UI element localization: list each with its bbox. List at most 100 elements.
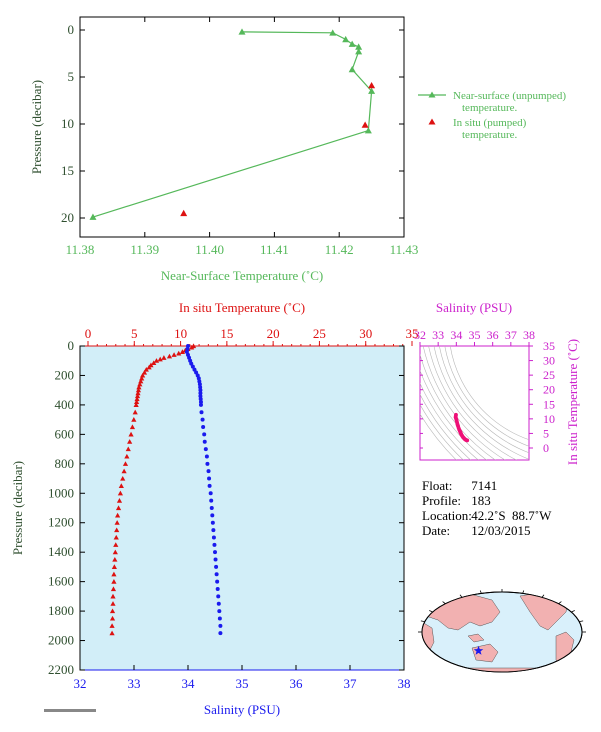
float-value: 7141 — [471, 478, 498, 493]
profile-salinity-tick-label: 32 — [74, 676, 87, 691]
salinity-point — [198, 391, 203, 396]
salinity-point — [203, 447, 208, 452]
map-south-america — [555, 631, 575, 669]
float-position-star-icon — [473, 645, 484, 655]
temperature-point — [157, 356, 163, 362]
temperature-point — [132, 409, 138, 415]
ts-temperature-tick-label: 25 — [543, 368, 555, 382]
salinity-point — [214, 564, 219, 569]
temperature-point — [146, 364, 152, 370]
temperature-point — [111, 564, 117, 569]
salinity-point — [215, 579, 220, 584]
profile-chart: 0 5 10 15 20 25 30 35 32 33 34 35 36 37 38 0 200 400 600… — [10, 300, 419, 717]
float-info-panel: Float: 7141 Profile: 183 Location: 42.2˚… — [422, 478, 551, 538]
profile-label: Profile: — [422, 493, 461, 508]
ts-density-contours — [420, 346, 529, 460]
salinity-point — [217, 616, 222, 621]
map-tick — [429, 610, 433, 613]
map-tick — [420, 620, 425, 623]
temperature-point — [109, 630, 115, 636]
near-surface-x-axis-title: Near-Surface Temperature (˚C) — [161, 268, 323, 283]
ts-temperature-tick-label: 15 — [543, 397, 555, 411]
ts-temperature-tick-label: 35 — [543, 339, 555, 353]
salinity-point — [216, 594, 221, 599]
temperature-point — [114, 520, 120, 525]
map-tick — [579, 620, 584, 623]
temperature-point — [134, 399, 140, 405]
density-contour — [422, 346, 506, 460]
salinity-point — [199, 410, 204, 415]
near-surface-y-tick-label: 20 — [61, 210, 74, 225]
location-label: Location: — [422, 508, 472, 523]
salinity-point — [211, 528, 216, 533]
profile-temperature-tick-label: 0 — [85, 326, 92, 341]
temperature-point — [111, 571, 117, 577]
temperature-point — [137, 381, 143, 387]
near-surface-pumped-point — [368, 81, 376, 89]
footer-id-text — [44, 709, 96, 712]
density-contour — [449, 346, 529, 440]
salinity-point — [210, 520, 215, 525]
near-surface-unpumped-point — [89, 213, 97, 220]
ts-point — [465, 438, 470, 443]
temperature-point — [127, 439, 133, 444]
temperature-point — [113, 534, 119, 540]
ts-temperature-tick-label: 10 — [543, 412, 555, 426]
float-label: Float: — [422, 478, 453, 493]
temperature-point — [134, 396, 140, 402]
profile-bottom-axis-title: Salinity (PSU) — [204, 702, 280, 717]
near-surface-unpumped-point — [342, 35, 350, 43]
profile-temperature-tick-label: 10 — [174, 326, 187, 341]
near-surface-x-tick-label: 11.39 — [130, 242, 159, 257]
salinity-point — [206, 469, 211, 474]
salinity-point — [215, 587, 220, 591]
ts-plot-frame — [419, 345, 530, 461]
profile-pressure-tick-label: 600 — [55, 426, 75, 441]
salinity-point — [201, 425, 206, 429]
salinity-point — [211, 535, 216, 540]
temperature-point — [122, 461, 129, 466]
temperature-point — [176, 350, 182, 356]
near-surface-unpumped-point — [355, 43, 363, 50]
ts-x-axis-title: Salinity (PSU) — [436, 300, 512, 315]
map-tick — [558, 601, 562, 605]
map-indonesia — [467, 633, 485, 643]
temperature-point — [161, 355, 167, 360]
ts-temperature-tick-label: 30 — [543, 354, 555, 368]
salinity-point — [207, 476, 212, 481]
world-map — [418, 589, 586, 673]
salinity-point — [213, 557, 218, 562]
profile-temperature-tick-label: 15 — [220, 326, 233, 341]
temperature-point — [138, 378, 144, 384]
near-surface-x-tick-label: 11.40 — [195, 242, 224, 257]
near-surface-y-tick-label: 0 — [68, 22, 75, 37]
profile-pressure-tick-label: 2000 — [48, 633, 74, 648]
temperature-point — [129, 424, 136, 430]
salinity-point — [209, 506, 214, 510]
salinity-profile-series — [184, 344, 223, 636]
temperature-point — [179, 349, 186, 354]
temperature-point — [121, 468, 127, 474]
ts-salinity-tick-label: 36 — [487, 328, 499, 342]
date-value: 12/03/2015 — [471, 523, 531, 538]
near-surface-chart: 11.38 11.39 11.40 11.41 11.42 11.43 05101520 … — [29, 16, 566, 283]
profile-salinity-tick-label: 35 — [236, 676, 249, 691]
legend-item-1-line1: Near-surface (unpumped) — [453, 90, 566, 102]
salinity-point — [213, 550, 217, 555]
temperature-point — [139, 375, 145, 381]
salinity-point — [204, 454, 209, 459]
near-surface-y-axis-title: Pressure (decibar) — [29, 80, 44, 174]
near-surface-unpumped-point — [348, 65, 356, 73]
profile-value: 183 — [471, 493, 491, 508]
temperature-point — [111, 579, 117, 584]
near-surface-x-tick-label: 11.41 — [260, 242, 289, 257]
profile-temperature-tick-label: 30 — [359, 326, 372, 341]
profile-pressure-tick-label: 1400 — [48, 544, 74, 559]
salinity-point — [194, 370, 199, 375]
profile-pressure-tick-label: 1200 — [48, 515, 74, 530]
density-contour — [428, 346, 518, 460]
near-surface-y-tick-label: 10 — [61, 116, 74, 131]
profile-temperature-ticks: 0 5 10 15 20 25 30 35 — [85, 326, 419, 346]
salinity-point — [216, 601, 221, 606]
